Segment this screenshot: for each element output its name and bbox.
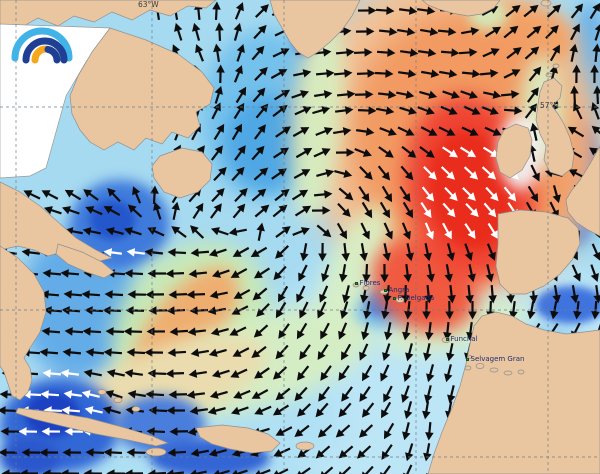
land-hispaniola (195, 424, 281, 454)
city-label: Angra (384, 287, 409, 294)
city-marker-icon (355, 281, 358, 285)
land-selvagem (467, 355, 473, 359)
land-iceland (421, 0, 501, 17)
forecast-brand-logo (11, 27, 73, 64)
city-label: Flores (355, 280, 380, 287)
land-shetland (552, 63, 560, 69)
land-jamaica (145, 447, 167, 457)
land-nova-scotia (55, 243, 115, 279)
land-faroe (540, 0, 552, 7)
logo-arc-middle (22, 37, 68, 64)
land-ireland (495, 123, 533, 179)
land-iberia (495, 209, 581, 295)
land-us-east-coast (0, 245, 47, 401)
heat-patch (535, 286, 600, 324)
land-france (565, 145, 600, 237)
land-orkney (545, 72, 553, 78)
city-label: P. Delgada (393, 295, 434, 302)
city-label: Funchal (446, 336, 478, 343)
land-bahamas-1 (97, 389, 107, 395)
land-canary-4 (503, 370, 513, 376)
grid-coordinate-label: 57°N (540, 101, 559, 110)
land-puerto-rico (295, 441, 315, 451)
land-newfoundland (151, 147, 213, 199)
city-marker-icon (446, 337, 449, 341)
logo-arc-inner-right (44, 45, 61, 64)
logo-arc-inner-left (31, 45, 50, 64)
land-azores-saomiguel (395, 297, 405, 303)
land-labrador (69, 27, 215, 151)
city-label: Selvagem Gran (466, 356, 524, 363)
land-bahamas-2 (113, 397, 123, 403)
land-canary-5 (517, 369, 525, 375)
city-marker-icon (393, 296, 396, 300)
grid-coordinate-label: 63°W (138, 0, 159, 9)
land-bahamas-3 (131, 406, 141, 412)
land-canary-2 (475, 363, 485, 369)
land-cuba (15, 407, 170, 447)
land-canary-1 (464, 365, 472, 371)
city-marker-icon (466, 357, 469, 361)
logo-arc-outer (11, 27, 73, 62)
land-greenland (269, 0, 361, 59)
land-great-britain (535, 77, 575, 177)
land-azores-faial (362, 285, 370, 291)
city-marker-icon (384, 288, 387, 292)
land-canary-3 (489, 367, 499, 373)
